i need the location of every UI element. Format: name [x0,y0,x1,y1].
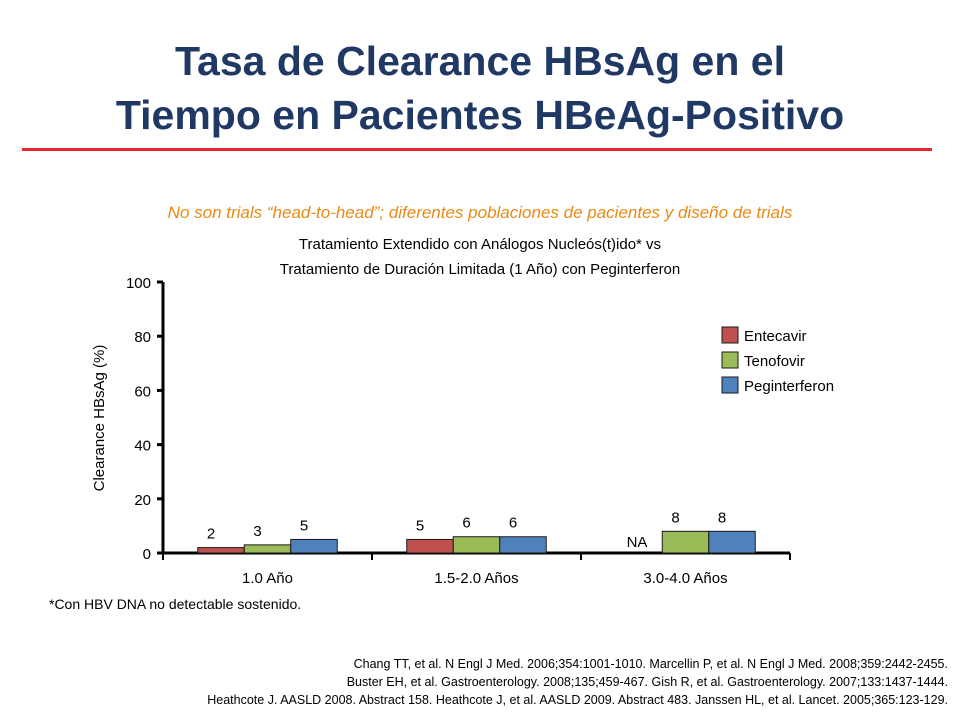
reference-line: Heathcote J. AASLD 2008. Abstract 158. H… [207,693,948,707]
bar-entecavir [197,547,245,554]
references: Chang TT, et al. N Engl J Med. 2006;354:… [207,655,948,709]
slide-title-line1: Tasa de Clearance HBsAg en el [175,38,785,84]
chart-subtitle-line2: Tratamiento de Duración Limitada (1 Año)… [279,261,681,278]
y-tick-label: 60 [134,383,151,400]
chart-subtitle: Tratamiento Extendido con Análogos Nucle… [0,232,960,282]
y-axis-label: Clearance HBsAg (%) [91,345,108,492]
data-label: 2 [207,526,215,543]
disclaimer-note: No son trials “head-to-head”; diferentes… [167,203,793,222]
data-label: 3 [253,523,261,540]
reference-line: Buster EH, et al. Gastroenterology. 2008… [346,675,948,689]
data-label: 8 [671,509,679,526]
legend-label: Entecavir [744,328,807,345]
bar-peginterferon [708,530,756,554]
legend-swatch-entecavir [721,326,739,344]
y-tick-label: 100 [126,275,151,292]
reference-line: Chang TT, et al. N Engl J Med. 2006;354:… [353,657,948,671]
y-tick-label: 20 [134,492,151,509]
data-label: 5 [300,517,308,534]
title-divider [22,148,932,151]
bar-tenofovir [661,530,710,554]
data-label: NA [627,534,648,551]
legend-label: Tenofovir [744,353,805,370]
x-tick-label: 1.5-2.0 Años [434,570,518,587]
data-label: 6 [462,515,470,532]
chart-subtitle-line1: Tratamiento Extendido con Análogos Nucle… [298,236,662,253]
data-label: 6 [509,515,517,532]
slide-title-line2: Tiempo en Pacientes HBeAg-Positivo [115,92,845,138]
y-tick-label: 40 [134,438,151,455]
footnote: *Con HBV DNA no detectable sostenido. [49,596,302,612]
data-label: 5 [416,517,424,534]
slide-title: Tasa de Clearance HBsAg en el Tiempo en … [0,34,960,142]
bar-tenofovir [452,536,501,554]
bar-peginterferon [290,538,338,554]
bar-tenofovir [243,544,292,554]
bar-peginterferon [499,536,547,554]
y-tick-label: 0 [143,546,151,563]
legend-swatch-tenofovir [721,351,739,369]
y-tick-label: 80 [134,329,151,346]
bar-entecavir [406,538,454,554]
x-tick-label: 3.0-4.0 Años [643,570,727,587]
legend-swatch-peginterferon [721,376,739,394]
data-label: 8 [718,509,726,526]
x-tick-label: 1.0 Año [242,570,293,587]
legend-label: Peginterferon [744,378,834,395]
